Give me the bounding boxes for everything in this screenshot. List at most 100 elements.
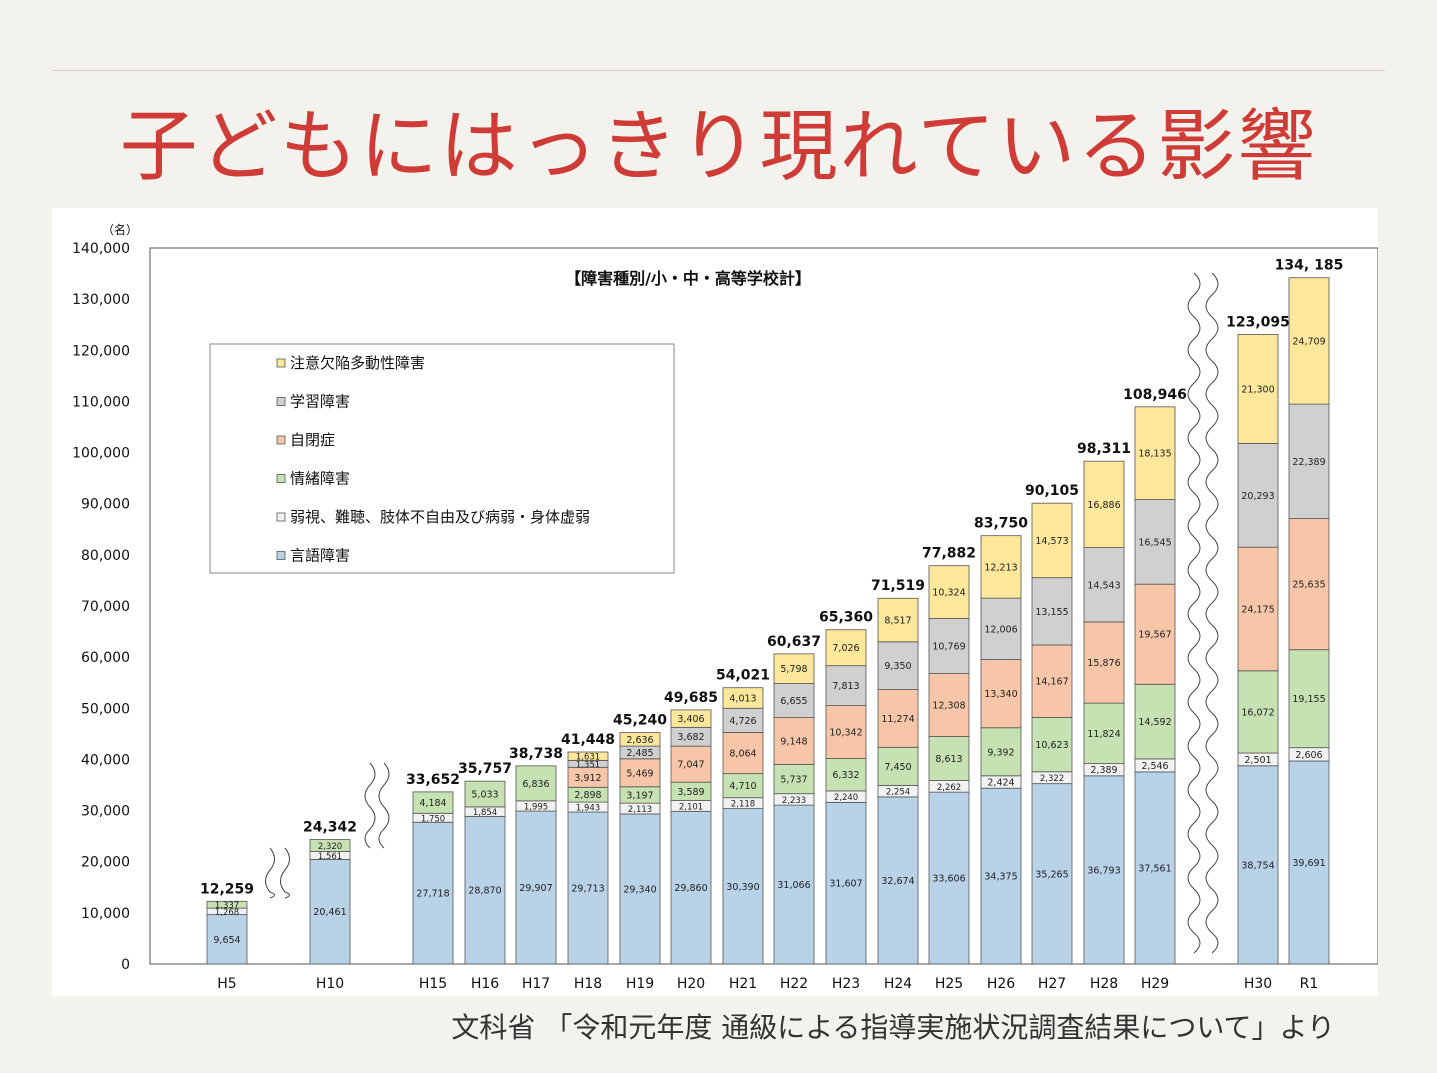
- bar-group-H26: 34,375 2,424 9,392 13,340 12,006 12,213 83,750…: [974, 516, 1028, 992]
- bar-segment: [309, 839, 351, 852]
- bar-segment: [464, 815, 506, 965]
- bar-total-label: 35,757: [458, 761, 512, 777]
- legend-label: 自閉症: [290, 431, 335, 449]
- segment-label: 3,197: [626, 790, 653, 801]
- bar-segment: [773, 804, 815, 965]
- bar-group-H16: 28,870 1,854 5,033 35,757 H16: [458, 761, 512, 992]
- bar-group-H19: 29,340 2,113 3,197 5,469 2,485 2,636 45,240 H19: [613, 713, 667, 992]
- segment-label: 8,613: [935, 754, 962, 765]
- segment-label: 13,340: [984, 689, 1017, 700]
- segment-label: 1,351: [576, 760, 600, 770]
- segment-label: 2,101: [679, 802, 703, 812]
- y-tick-label: 0: [121, 957, 130, 973]
- legend-swatch: [276, 474, 286, 483]
- bar-group-H20: 29,860 2,101 3,589 7,047 3,682 3,406 49,685 H20: [664, 690, 718, 992]
- bar-segment: [1134, 683, 1176, 760]
- segment-label: 29,907: [519, 883, 552, 894]
- segment-label: 7,047: [677, 760, 704, 771]
- legend-swatch: [276, 512, 286, 522]
- segment-label: 29,713: [571, 884, 604, 895]
- bar-group-H30: 38,754 2,501 16,072 24,175 20,293 21,300 123,0…: [1226, 314, 1290, 992]
- segment-label: 11,824: [1087, 729, 1120, 740]
- bar-segment: [619, 732, 661, 747]
- bar-total-label: 65,360: [819, 610, 873, 626]
- segment-label: 31,607: [829, 879, 862, 890]
- segment-label: 27,718: [416, 889, 449, 900]
- segment-label: 10,342: [829, 728, 862, 739]
- x-tick-label: H22: [780, 976, 808, 992]
- chart-title: 【障害種別/小・中・高等学校計】: [565, 269, 811, 288]
- segment-label: 24,709: [1292, 336, 1325, 347]
- bar-total-label: 98,311: [1077, 441, 1131, 457]
- bar-segment: [670, 810, 712, 965]
- bar-total-label: 24,342: [303, 820, 357, 836]
- x-tick-label: H10: [316, 976, 344, 992]
- segment-label: 2,636: [626, 735, 653, 746]
- bar-segment: [515, 765, 557, 802]
- bar-segment: [773, 683, 815, 718]
- segment-label: 34,375: [984, 872, 1017, 883]
- segment-label: 2,389: [1090, 765, 1117, 776]
- bar-segment: [1083, 702, 1125, 765]
- bar-segment: [1237, 442, 1279, 548]
- segment-label: 18,135: [1138, 449, 1171, 460]
- segment-label: 32,674: [881, 876, 914, 887]
- x-tick-label: H19: [626, 976, 654, 992]
- bar-segment: [825, 629, 867, 667]
- legend-swatch: [276, 358, 286, 368]
- segment-label: 9,392: [987, 747, 1014, 758]
- segment-label: 3,682: [677, 732, 704, 743]
- segment-label: 33,606: [932, 874, 965, 885]
- axis-break-line: [265, 847, 275, 899]
- segment-label: 4,710: [729, 781, 756, 792]
- x-tick-label: H27: [1038, 976, 1066, 992]
- segment-label: 10,623: [1035, 740, 1068, 751]
- bar-total-label: 77,882: [922, 546, 976, 562]
- segment-label: 15,876: [1087, 658, 1120, 669]
- segment-label: 28,870: [468, 886, 501, 897]
- segment-label: 12,006: [984, 624, 1017, 635]
- segment-label: 1,750: [421, 814, 445, 824]
- segment-label: 4,013: [729, 693, 756, 704]
- segment-label: 2,240: [834, 793, 858, 803]
- y-tick-label: 50,000: [81, 701, 130, 717]
- chart-svg: 【障害種別/小・中・高等学校計】 （名） 0 10,000 20,000 30,000…: [72, 222, 1378, 992]
- bar-group-H15: 27,718 1,750 4,184 33,652 H15: [406, 772, 460, 992]
- segment-label: 9,350: [884, 661, 911, 672]
- stacked-bar-chart: 【障害種別/小・中・高等学校計】 （名） 0 10,000 20,000 30,000…: [52, 208, 1378, 996]
- y-tick-label: 110,000: [72, 394, 130, 410]
- segment-label: 5,469: [626, 768, 653, 779]
- bar-segment: [1031, 644, 1073, 718]
- y-tick-label: 70,000: [81, 599, 130, 615]
- segment-label: 1,854: [473, 808, 497, 818]
- bar-total-label: 134, 185: [1275, 258, 1344, 274]
- bar-group-H25: 33,606 2,262 8,613 12,308 10,769 10,324 77,882…: [922, 546, 976, 992]
- x-tick-label: R1: [1300, 976, 1319, 992]
- segment-label: 9,654: [213, 935, 240, 946]
- y-tick-label: 10,000: [81, 906, 130, 922]
- segment-label: 39,691: [1292, 858, 1325, 869]
- axis-break-line: [280, 847, 290, 899]
- segment-label: 35,265: [1035, 869, 1068, 880]
- segment-label: 2,113: [628, 805, 652, 815]
- bar-segment: [877, 689, 919, 748]
- bar-segment: [1237, 334, 1279, 444]
- y-tick-label: 140,000: [72, 241, 130, 257]
- segment-label: 36,793: [1087, 865, 1120, 876]
- bar-segment: [1288, 760, 1330, 965]
- segment-label: 24,175: [1241, 604, 1274, 615]
- segment-label: 2,233: [782, 796, 806, 806]
- bar-segment: [206, 900, 248, 909]
- x-tick-label: H26: [987, 976, 1015, 992]
- plot-area: [149, 247, 1378, 965]
- page-title: 子どもにはっきり現れている影響: [119, 102, 1318, 192]
- segment-label: 37,561: [1138, 863, 1171, 874]
- segment-label: 16,072: [1241, 707, 1274, 718]
- segment-label: 8,517: [884, 616, 911, 627]
- segment-label: 5,033: [471, 789, 498, 800]
- segment-label: 6,332: [832, 770, 859, 781]
- bar-segment: [773, 717, 815, 765]
- segment-label: 8,064: [729, 749, 756, 760]
